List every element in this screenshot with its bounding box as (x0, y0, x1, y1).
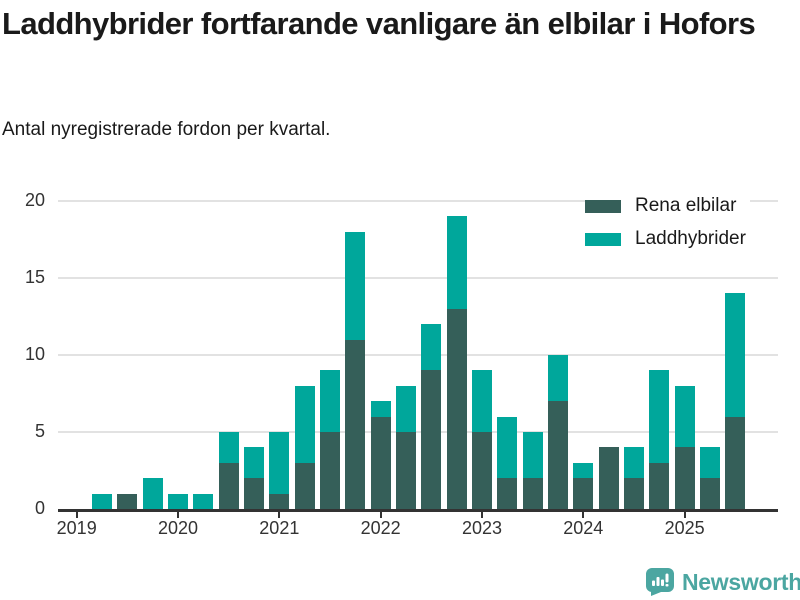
bar-2022-q1-laddhybrider (370, 401, 391, 417)
x-axis-line (58, 509, 778, 512)
bar-2025-q1-rena-elbilar (674, 447, 695, 509)
y-tick-label-5: 5 (34, 421, 45, 441)
legend-item-rena-elbilar: Rena elbilar (585, 193, 750, 219)
x-tick-label-2020: 2020 (157, 518, 199, 538)
bar-2025-q2-rena-elbilar (699, 478, 720, 509)
bar-2021-q3-rena-elbilar (320, 432, 340, 509)
legend-label-laddhybrider: Laddhybrider (635, 228, 746, 249)
bar-2024-q1-rena-elbilar (573, 478, 594, 509)
bar-2022-q3-rena-elbilar (421, 370, 442, 509)
bar-2019-q2-laddhybrider (92, 493, 113, 509)
bar-2021-q1-laddhybrider (269, 432, 290, 494)
bar-2025-q1-laddhybrider (674, 385, 695, 448)
gridline-y-5 (58, 431, 778, 433)
bar-2020-q1-laddhybrider (168, 493, 189, 509)
bar-2020-q2-laddhybrider (193, 493, 214, 509)
bar-2023-q3-rena-elbilar (522, 478, 543, 509)
bar-2024-q2-rena-elbilar (598, 447, 619, 509)
brand-footer: Newsworthy (646, 568, 800, 596)
gridline-y-20 (58, 200, 778, 202)
bar-2025-q3-laddhybrider (725, 293, 746, 417)
bar-2024-q3-rena-elbilar (623, 478, 644, 509)
bar-2023-q1-laddhybrider (471, 370, 492, 432)
bar-2021-q4-rena-elbilar (345, 339, 366, 509)
bar-2021-q2-laddhybrider (294, 385, 315, 463)
bar-2019-q3-rena-elbilar (117, 493, 138, 509)
x-tick-label-2021: 2021 (259, 518, 300, 538)
bar-2020-q3-rena-elbilar (218, 462, 239, 509)
bar-2022-q2-laddhybrider (395, 385, 416, 432)
x-tick-2023 (480, 512, 483, 518)
bar-2024-q4-laddhybrider (649, 370, 670, 463)
bar-2023-q4-rena-elbilar (547, 401, 568, 509)
bar-2020-q4-laddhybrider (244, 447, 264, 479)
legend-item-laddhybrider: Laddhybrider (585, 226, 750, 252)
bar-2020-q3-laddhybrider (218, 432, 239, 463)
bar-2025-q3-rena-elbilar (725, 416, 746, 509)
bar-2022-q4-laddhybrider (446, 216, 467, 309)
x-tick-2024 (582, 512, 585, 518)
x-tick-2021 (278, 512, 281, 518)
bar-2021-q3-laddhybrider (320, 370, 340, 432)
y-tick-label-20: 20 (24, 190, 45, 210)
chart-title: Laddhybrider fortfarande vanligare än el… (2, 6, 756, 41)
chart-subtitle: Antal nyregistrerade fordon per kvartal. (2, 119, 331, 140)
x-tick-2022 (379, 512, 382, 518)
y-tick-label-15: 15 (24, 267, 45, 287)
bar-2024-q1-laddhybrider (573, 462, 594, 479)
bar-2023-q4-laddhybrider (547, 355, 568, 402)
bar-2020-q4-rena-elbilar (244, 478, 264, 509)
x-tick-label-2019: 2019 (56, 518, 97, 538)
bar-2025-q2-laddhybrider (699, 447, 720, 479)
brand-name: Newsworthy (682, 568, 800, 595)
x-tick-label-2022: 2022 (360, 518, 401, 538)
bar-2024-q3-laddhybrider (623, 447, 644, 479)
bar-2021-q4-laddhybrider (345, 231, 366, 340)
y-tick-label-10: 10 (24, 344, 45, 364)
legend-swatch-laddhybrider (585, 232, 621, 246)
gridline-y-10 (58, 354, 778, 356)
y-tick-label-0: 0 (34, 498, 45, 518)
bar-2021-q2-rena-elbilar (294, 462, 315, 509)
bar-2023-q2-rena-elbilar (497, 478, 518, 509)
x-tick-2025 (683, 512, 686, 518)
bar-2023-q3-laddhybrider (522, 432, 543, 479)
bar-2022-q1-rena-elbilar (370, 416, 391, 509)
x-tick-label-2023: 2023 (461, 518, 502, 538)
x-tick-2019 (75, 512, 78, 518)
gridline-y-15 (58, 277, 778, 279)
x-tick-2020 (177, 512, 180, 518)
bar-2022-q2-rena-elbilar (395, 432, 416, 509)
legend-swatch-rena-elbilar (585, 199, 621, 213)
bar-2022-q4-rena-elbilar (446, 308, 467, 509)
bar-2023-q2-laddhybrider (497, 416, 518, 479)
bar-2019-q4-laddhybrider (142, 478, 163, 509)
legend-label-rena-elbilar: Rena elbilar (635, 195, 737, 216)
chart-legend: Rena elbilar Laddhybrider (585, 193, 750, 259)
bar-2022-q3-laddhybrider (421, 324, 442, 371)
bar-2023-q1-rena-elbilar (471, 432, 492, 509)
bar-2021-q1-rena-elbilar (269, 493, 290, 509)
newsworthy-logo-icon (646, 568, 674, 596)
bar-2024-q4-rena-elbilar (649, 462, 670, 509)
x-tick-label-2024: 2024 (563, 518, 604, 538)
x-tick-label-2025: 2025 (664, 518, 705, 538)
